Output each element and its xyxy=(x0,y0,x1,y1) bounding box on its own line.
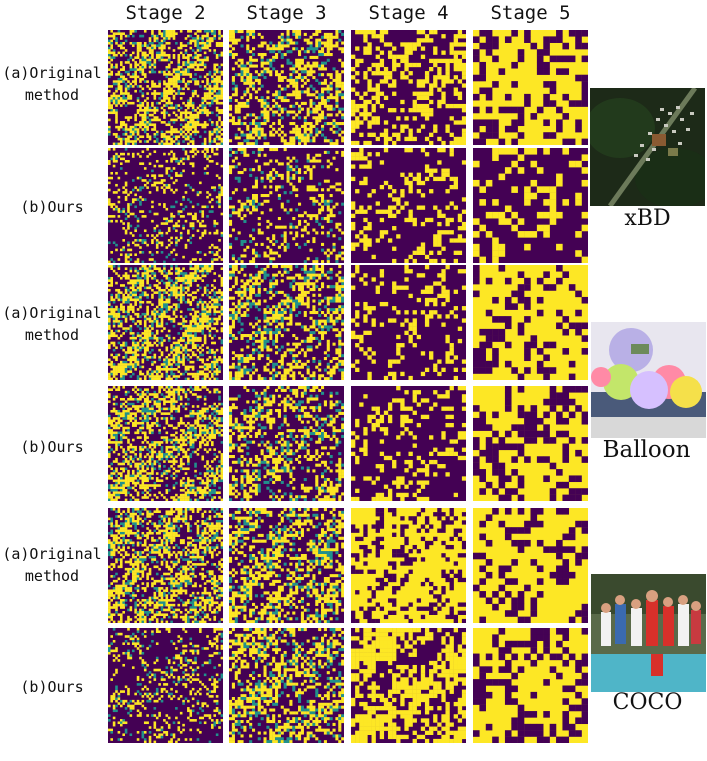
row-label-line1: (a)Original xyxy=(2,64,102,82)
row-label-line1: (a)Original xyxy=(2,304,102,322)
balloon-photo-icon xyxy=(591,322,706,438)
activation-map-heatmap xyxy=(351,265,466,380)
activation-map-heatmap xyxy=(351,628,466,743)
activation-map-heatmap xyxy=(229,386,344,501)
activation-map xyxy=(108,265,223,380)
stage-header-5: Stage 5 xyxy=(490,2,571,24)
activation-map xyxy=(473,508,588,623)
activation-map xyxy=(229,508,344,623)
activation-map-heatmap xyxy=(108,265,223,380)
activation-map-heatmap xyxy=(473,508,588,623)
activation-map xyxy=(108,628,223,743)
activation-map xyxy=(108,508,223,623)
row-label-line2: method xyxy=(24,326,80,344)
row-label-xbd-ours: (b)Ours xyxy=(0,196,104,218)
stage-header-2: Stage 2 xyxy=(125,2,206,24)
activation-map xyxy=(351,30,466,145)
activation-map xyxy=(229,628,344,743)
activation-map xyxy=(108,148,223,263)
activation-map-heatmap xyxy=(108,508,223,623)
aerial-photo-icon xyxy=(590,88,705,206)
row-label-coco-ours: (b)Ours xyxy=(0,676,104,698)
row-label-line2: method xyxy=(24,86,80,104)
row-label-line1: (a)Original xyxy=(2,545,102,563)
dataset-label-xbd: xBD xyxy=(624,206,671,231)
activation-map-heatmap xyxy=(351,386,466,501)
activation-map-heatmap xyxy=(229,508,344,623)
dataset-label-coco: COCO xyxy=(612,690,683,715)
activation-map-heatmap xyxy=(351,148,466,263)
activation-map-heatmap xyxy=(229,30,344,145)
activation-map xyxy=(473,265,588,380)
activation-map-heatmap xyxy=(229,628,344,743)
activation-map xyxy=(473,148,588,263)
activation-map xyxy=(473,30,588,145)
activation-map xyxy=(473,628,588,743)
activation-map-heatmap xyxy=(351,508,466,623)
activation-map xyxy=(473,386,588,501)
group-photo-icon xyxy=(591,574,706,692)
activation-map-heatmap xyxy=(473,628,588,743)
activation-map xyxy=(229,265,344,380)
activation-map-heatmap xyxy=(473,30,588,145)
stage-header-4: Stage 4 xyxy=(368,2,449,24)
activation-map-heatmap xyxy=(229,265,344,380)
xbd-thumbnail xyxy=(590,88,705,206)
activation-map xyxy=(229,386,344,501)
balloon-thumbnail xyxy=(591,322,706,438)
row-label-line1: (b)Ours xyxy=(20,678,84,696)
activation-map xyxy=(229,148,344,263)
row-label-balloon-ours: (b)Ours xyxy=(0,436,104,458)
activation-map-heatmap xyxy=(351,30,466,145)
activation-map-heatmap xyxy=(473,265,588,380)
activation-map-heatmap xyxy=(473,386,588,501)
activation-map-heatmap xyxy=(229,148,344,263)
activation-map-heatmap xyxy=(473,148,588,263)
activation-map xyxy=(351,508,466,623)
row-label-coco-original: (a)Original method xyxy=(0,543,104,587)
activation-map xyxy=(108,386,223,501)
activation-map xyxy=(351,148,466,263)
dataset-label-balloon: Balloon xyxy=(602,437,691,463)
row-label-balloon-original: (a)Original method xyxy=(0,302,104,346)
stage-header-3: Stage 3 xyxy=(246,2,327,24)
row-label-line1: (b)Ours xyxy=(20,438,84,456)
activation-map-heatmap xyxy=(108,628,223,743)
activation-map xyxy=(108,30,223,145)
activation-map xyxy=(229,30,344,145)
activation-map xyxy=(351,628,466,743)
activation-map-heatmap xyxy=(108,30,223,145)
row-label-line2: method xyxy=(24,567,80,585)
activation-map xyxy=(351,386,466,501)
activation-map-heatmap xyxy=(108,386,223,501)
coco-thumbnail xyxy=(591,574,706,692)
row-label-xbd-original: (a)Original method xyxy=(0,62,104,106)
row-label-line1: (b)Ours xyxy=(20,198,84,216)
activation-map xyxy=(351,265,466,380)
activation-map-heatmap xyxy=(108,148,223,263)
